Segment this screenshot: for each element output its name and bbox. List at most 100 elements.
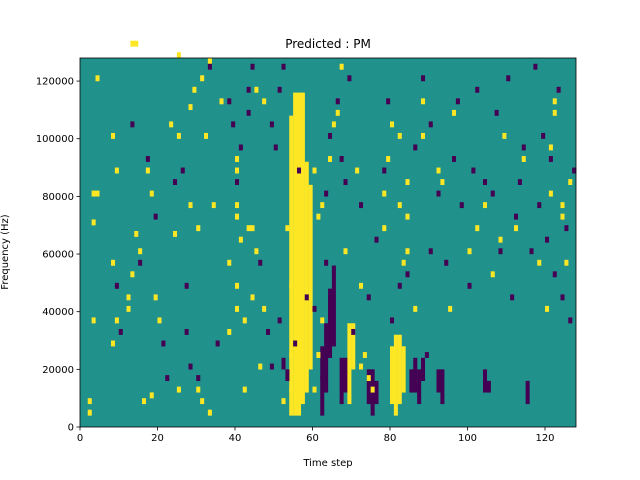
heatmap-cell-low <box>231 121 236 128</box>
heatmap-cell-high <box>401 346 406 393</box>
heatmap-cell-high <box>130 40 135 47</box>
heatmap-cell-high <box>91 317 96 324</box>
heatmap-cell-high <box>436 167 441 174</box>
heatmap-cell-low <box>533 63 538 70</box>
heatmap-cell-low <box>428 248 433 255</box>
heatmap-cell-low <box>238 144 243 151</box>
x-axis: 0 20 40 60 80 100 120 <box>77 427 555 444</box>
heatmap-cell-high <box>316 352 321 358</box>
heatmap-cell-high <box>95 75 100 82</box>
x-tick-label: 60 <box>306 433 319 444</box>
x-tick-label: 20 <box>151 433 164 444</box>
heatmap-cell-high <box>157 317 162 324</box>
heatmap-cell-high <box>548 144 553 151</box>
y-tick-label: 100000 <box>36 134 74 145</box>
heatmap-cell-low <box>281 357 286 370</box>
heatmap-cell-low <box>525 380 530 405</box>
heatmap-cell-high <box>548 190 553 197</box>
heatmap-cell-low <box>490 190 495 197</box>
heatmap-cell-low <box>436 190 441 197</box>
heatmap-cell-low <box>405 271 410 278</box>
heatmap-cell-low <box>285 369 290 382</box>
heatmap-cell-high <box>176 132 181 139</box>
heatmap-cell-high <box>397 202 402 209</box>
heatmap-cell-low <box>281 63 286 70</box>
heatmap-cell-high <box>421 98 426 105</box>
heatmap-cell-low <box>293 340 298 347</box>
heatmap-cell-low <box>517 179 522 185</box>
heatmap-cell-high <box>289 386 294 393</box>
heatmap-cell-low <box>343 357 348 393</box>
heatmap-cell-low <box>397 282 402 289</box>
heatmap-cell-high <box>304 161 309 393</box>
heatmap-cell-low <box>366 294 371 301</box>
heatmap-cell-low <box>235 179 240 185</box>
heatmap-cell-low <box>351 328 356 335</box>
heatmap-cell-high <box>401 259 406 266</box>
x-tick-label: 100 <box>458 433 477 444</box>
heatmap-cell-high <box>308 184 313 370</box>
heatmap-cell-low <box>339 357 344 405</box>
heatmap-cell-high <box>87 409 92 416</box>
heatmap-cell-high <box>552 109 557 116</box>
heatmap-cell-high <box>289 115 294 416</box>
heatmap-cell-low <box>374 236 379 243</box>
heatmap-cell-high <box>405 179 410 185</box>
heatmap-cell-low <box>359 202 364 209</box>
heatmap-cell-high <box>188 104 193 111</box>
heatmap-cell-low <box>339 156 344 162</box>
heatmap-cell-high <box>397 132 402 139</box>
heatmap-cell-high <box>440 179 445 185</box>
heatmap-cell-high <box>250 294 255 301</box>
heatmap-cell-high <box>475 225 480 232</box>
heatmap-cell-low <box>165 375 170 382</box>
heatmap-cell-low <box>320 375 325 382</box>
heatmap-cell-high <box>564 259 569 266</box>
heatmap-cell-low <box>564 225 569 232</box>
heatmap-cell-high <box>153 294 158 301</box>
heatmap-cell-low <box>409 369 414 393</box>
heatmap-cell-low <box>514 213 519 220</box>
heatmap-cell-low <box>114 282 119 289</box>
y-tick-label: 20000 <box>42 365 74 376</box>
heatmap-cell-high <box>405 248 410 255</box>
heatmap-cell-high <box>359 282 364 289</box>
heatmap-cell-high <box>204 132 209 139</box>
heatmap-cell-high <box>134 40 139 47</box>
heatmap-cell-high <box>413 305 418 312</box>
heatmap-cells <box>87 40 577 416</box>
heatmap-cell-high <box>397 334 402 405</box>
heatmap-cell-low <box>328 132 333 139</box>
heatmap-cell-low <box>452 156 457 162</box>
heatmap-cell-low <box>269 121 274 128</box>
heatmap-cell-high <box>359 363 364 370</box>
heatmap-cell-high <box>483 202 488 209</box>
heatmap-cell-low <box>277 317 282 324</box>
heatmap-cell-low <box>421 357 426 382</box>
heatmap-cell-low <box>130 121 135 128</box>
heatmap-cell-high <box>235 167 240 174</box>
heatmap-cell-high <box>114 317 119 324</box>
y-axis: 0 20000 40000 60000 80000 100000 120000 <box>36 77 80 434</box>
heatmap-cell-high <box>111 259 116 266</box>
heatmap-cell-low <box>145 156 150 162</box>
heatmap-cell-low <box>297 167 302 174</box>
heatmap-cell-high <box>316 213 321 220</box>
heatmap-cell-high <box>498 236 503 243</box>
heatmap-cell-high <box>421 132 426 139</box>
heatmap-cell-low <box>506 75 511 82</box>
heatmap-cell-high <box>560 202 565 209</box>
heatmap-cell-high <box>196 225 201 232</box>
heatmap-cell-high <box>235 213 240 220</box>
heatmap-cell-low <box>161 340 166 347</box>
heatmap-cell-low <box>382 167 387 174</box>
heatmap-cell-high <box>250 225 255 232</box>
heatmap-cell-low <box>541 132 546 139</box>
heatmap-cell-high <box>300 92 305 405</box>
y-tick-label: 40000 <box>42 307 74 318</box>
axes-frame <box>79 57 577 428</box>
heatmap-cell-low <box>258 259 263 266</box>
heatmap-cell-high <box>149 392 154 399</box>
heatmap-cell-high <box>370 386 375 393</box>
